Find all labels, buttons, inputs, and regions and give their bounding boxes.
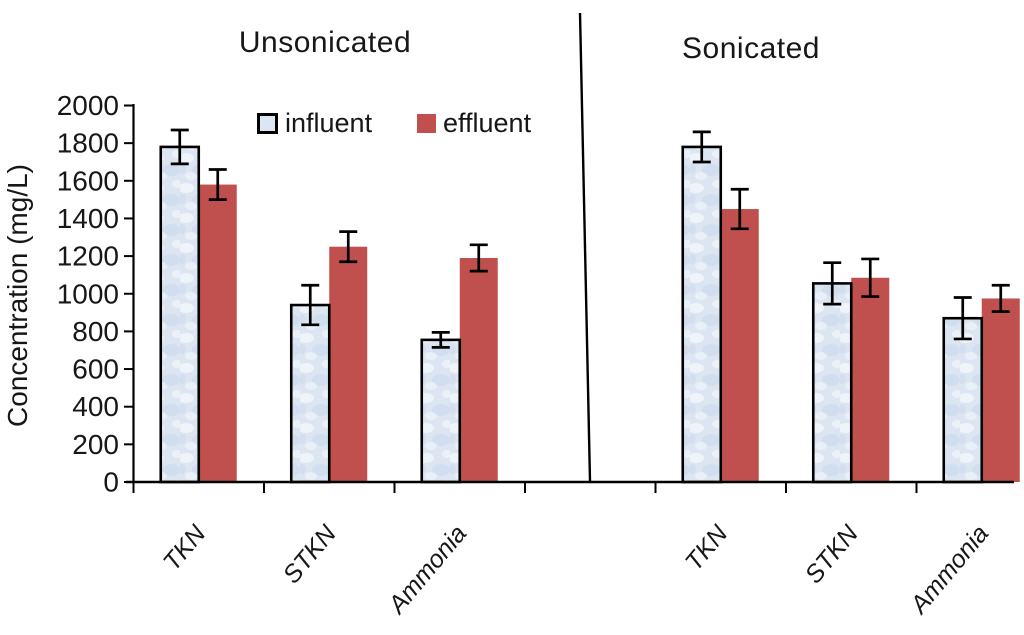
y-tick-label: 400	[72, 391, 119, 422]
y-tick-label: 1400	[57, 203, 119, 234]
effluent-bar	[981, 298, 1020, 482]
category-label: Ammonia	[904, 520, 995, 620]
legend-item-effluent: effluent	[417, 108, 531, 139]
category-label: TKN	[158, 519, 212, 576]
legend-label-influent: influent	[285, 108, 373, 138]
effluent-error-bar	[208, 168, 227, 201]
y-tick-label: 0	[103, 467, 119, 498]
y-tick-label: 1000	[57, 278, 119, 309]
category-label: STKN	[278, 519, 343, 589]
y-tick-label: 2000	[57, 90, 119, 121]
axes-layer	[124, 12, 1014, 493]
influent-bar	[289, 303, 331, 484]
y-tick-label: 1200	[57, 241, 119, 272]
error-bars-layer	[170, 128, 1010, 349]
effluent-error-bar	[339, 230, 358, 264]
influent-error-bar	[431, 330, 450, 349]
category-label: STKN	[800, 519, 865, 589]
influent-swatch-icon	[257, 113, 278, 134]
effluent-bar	[198, 184, 237, 482]
effluent-bar	[720, 209, 759, 482]
effluent-error-bar	[730, 187, 749, 231]
effluent-error-bar	[861, 257, 880, 298]
influent-bar	[159, 145, 201, 484]
y-tick-label: 200	[72, 429, 119, 460]
section-title-sonicated: Sonicated	[682, 32, 820, 65]
legend-item-influent: influent	[257, 108, 372, 139]
influent-error-bar	[692, 130, 711, 164]
bars-layer	[159, 145, 1020, 484]
effluent-bar	[329, 246, 368, 482]
influent-error-bar	[170, 128, 189, 166]
influent-error-bar	[301, 283, 320, 327]
influent-error-bar	[823, 261, 842, 306]
y-tick-label: 1800	[57, 128, 119, 159]
influent-bar	[681, 145, 723, 484]
effluent-bar	[459, 257, 498, 482]
y-tick-label: 1600	[57, 165, 119, 196]
influent-error-bar	[953, 296, 972, 341]
effluent-error-bar	[991, 283, 1010, 313]
effluent-swatch-icon	[417, 114, 436, 133]
y-axis-label: Concentration (mg/L)	[2, 164, 33, 428]
y-tick-label: 600	[72, 354, 119, 385]
influent-bar	[942, 316, 984, 484]
section-title-unsonicated: Unsonicated	[238, 26, 412, 59]
category-label: TKN	[680, 519, 734, 576]
influent-bar	[811, 282, 853, 484]
influent-bar	[420, 338, 462, 484]
legend-label-effluent: effluent	[443, 108, 532, 138]
y-tick-label: 800	[72, 316, 119, 347]
effluent-bar	[851, 277, 890, 482]
category-label: Ammonia	[382, 520, 473, 620]
section-divider-line	[578, 12, 592, 482]
effluent-error-bar	[469, 243, 488, 273]
